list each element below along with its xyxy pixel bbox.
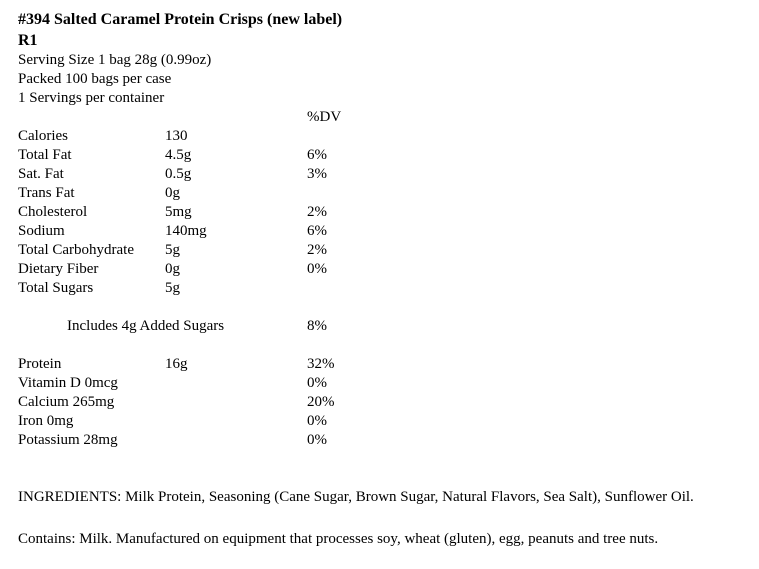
dv-header-spacer xyxy=(18,108,307,127)
nutrition-row: Sat. Fat 0.5g 3% xyxy=(18,165,749,184)
micronutrient-label: Vitamin D 0mcg xyxy=(18,375,118,391)
nutrient-dv: 32% xyxy=(307,356,335,372)
nutrition-row: Total Carbohydrate 5g 2% xyxy=(18,241,749,260)
nutrient-label: Sodium xyxy=(18,223,65,239)
nutrient-dv: 2% xyxy=(307,204,327,220)
added-sugars-row: Includes 4g Added Sugars 8% xyxy=(18,317,749,336)
micronutrient-row: Calcium 265mg 20% xyxy=(18,393,749,412)
nutrient-label: Total Fat xyxy=(18,147,72,163)
spacer xyxy=(18,336,749,355)
nutrient-dv: 6% xyxy=(307,223,327,239)
nutrient-label: Dietary Fiber xyxy=(18,261,99,277)
nutrient-dv: 0% xyxy=(307,261,327,277)
micronutrient-label: Iron 0mg xyxy=(18,413,74,429)
nutrient-dv: 0% xyxy=(307,432,327,448)
micronutrient-row: Vitamin D 0mcg 0% xyxy=(18,374,749,393)
nutrient-amount: 130 xyxy=(165,128,188,144)
nutrient-amount: 5g xyxy=(165,242,180,258)
servings-per-container-line: 1 Servings per container xyxy=(18,90,165,106)
nutrition-row: Cholesterol 5mg 2% xyxy=(18,203,749,222)
nutrient-amount: 0g xyxy=(165,261,180,277)
nutrient-label: Cholesterol xyxy=(18,204,88,220)
nutrient-amount: 0g xyxy=(165,185,180,201)
nutrient-amount: 5mg xyxy=(165,204,192,220)
micronutrient-label: Calcium 265mg xyxy=(18,394,115,410)
nutrition-row: Total Sugars 5g xyxy=(18,279,749,298)
nutrient-amount: 16g xyxy=(165,356,188,372)
protein-row: Protein 16g 32% xyxy=(18,355,749,374)
nutrient-dv: 8% xyxy=(307,318,327,334)
nutrient-label: Trans Fat xyxy=(18,185,75,201)
nutrient-dv: 0% xyxy=(307,375,327,391)
nutrient-dv xyxy=(307,279,749,298)
nutrition-row: Trans Fat 0g xyxy=(18,184,749,203)
nutrient-amount: 4.5g xyxy=(165,147,192,163)
spacer xyxy=(18,298,749,317)
ingredients-statement: INGREDIENTS: Milk Protein, Seasoning (Ca… xyxy=(18,489,694,505)
nutrition-row: Calories 130 xyxy=(18,127,749,146)
nutrient-amount: 5g xyxy=(165,280,180,296)
nutrition-row: Total Fat 4.5g 6% xyxy=(18,146,749,165)
nutrient-label: Protein xyxy=(18,356,62,372)
micronutrient-row: Potassium 28mg 0% xyxy=(18,431,749,450)
nutrient-dv: 6% xyxy=(307,147,327,163)
product-title: #394 Salted Caramel Protein Crisps (new … xyxy=(18,11,343,28)
nutrient-amount: 0.5g xyxy=(165,166,192,182)
nutrient-dv xyxy=(307,127,749,146)
nutrient-dv: 20% xyxy=(307,394,335,410)
pack-line: Packed 100 bags per case xyxy=(18,71,172,87)
nutrient-label: Total Sugars xyxy=(18,280,94,296)
nutrient-dv: 3% xyxy=(307,166,327,182)
added-sugars-label: Includes 4g Added Sugars xyxy=(67,318,225,334)
nutrient-label: Total Carbohydrate xyxy=(18,242,134,258)
nutrient-label: Calories xyxy=(18,128,68,144)
dv-header-row: %DV xyxy=(18,108,749,127)
nutrient-label: Sat. Fat xyxy=(18,166,64,182)
nutrient-amount: 140mg xyxy=(165,223,207,239)
nutrition-row: Dietary Fiber 0g 0% xyxy=(18,260,749,279)
nutrient-dv: 2% xyxy=(307,242,327,258)
nutrient-dv xyxy=(307,184,749,203)
dv-column-header: %DV xyxy=(307,109,342,125)
allergen-statement: Contains: Milk. Manufactured on equipmen… xyxy=(18,531,659,547)
micronutrient-label: Potassium 28mg xyxy=(18,432,118,448)
serving-size-line: Serving Size 1 bag 28g (0.99oz) xyxy=(18,52,212,68)
nutrient-dv: 0% xyxy=(307,413,327,429)
nutrition-spec-document: #394 Salted Caramel Protein Crisps (new … xyxy=(18,11,749,547)
nutrition-row: Sodium 140mg 6% xyxy=(18,222,749,241)
revision-label: R1 xyxy=(18,32,38,49)
micronutrient-row: Iron 0mg 0% xyxy=(18,412,749,431)
